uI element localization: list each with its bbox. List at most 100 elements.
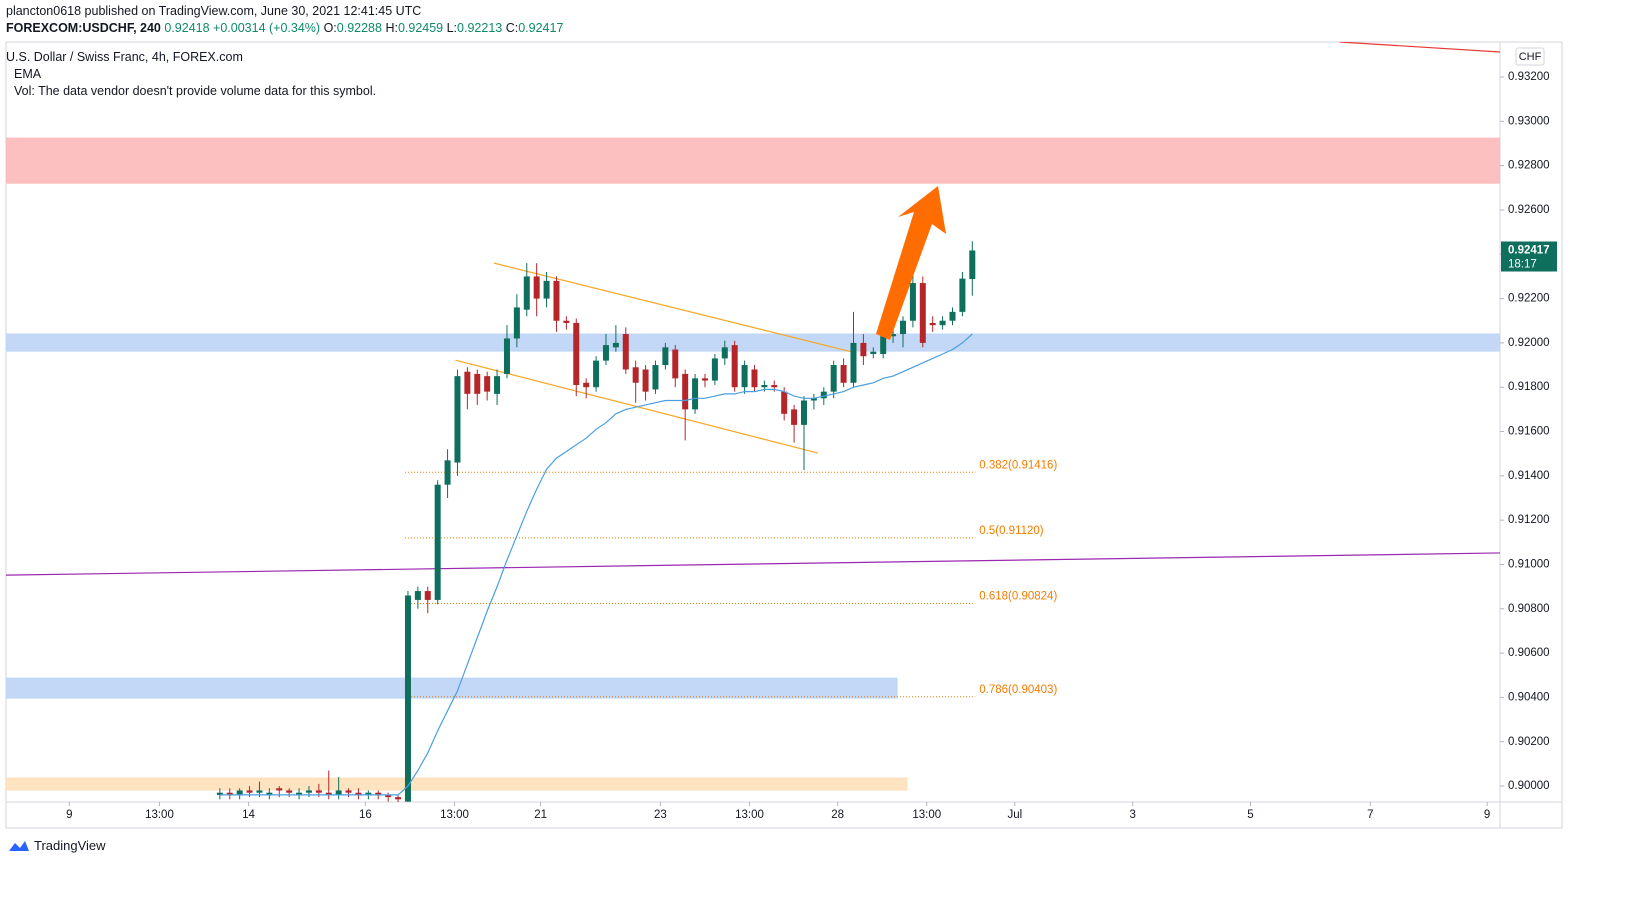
candle-body bbox=[236, 790, 243, 795]
x-tick-label: 16 bbox=[359, 809, 372, 821]
y-tick-label: 0.93200 bbox=[1508, 71, 1550, 83]
fib-label: 0.5(0.91120) bbox=[979, 525, 1044, 537]
candle-body bbox=[375, 792, 382, 795]
candle-body bbox=[692, 378, 699, 410]
candle-body bbox=[464, 371, 471, 394]
ohlc-value: 0.92459 bbox=[397, 21, 444, 35]
zone bbox=[6, 333, 1500, 352]
last: 0.92418 bbox=[164, 21, 210, 35]
plot bbox=[6, 42, 1500, 802]
candle-body bbox=[365, 792, 372, 795]
candle-body bbox=[929, 322, 936, 326]
ohlc-label: H: bbox=[385, 21, 398, 35]
y-tick-label: 0.92000 bbox=[1508, 337, 1550, 349]
candle-body bbox=[622, 334, 629, 370]
candle-body bbox=[800, 400, 807, 425]
x-tick-label: 13:00 bbox=[912, 809, 941, 821]
symbol-line: FOREXCOM:USDCHF, 240 0.92418 +0.00314 (+… bbox=[6, 21, 563, 35]
x-tick-label: 5 bbox=[1247, 809, 1253, 821]
frame bbox=[5, 41, 1563, 829]
candle-body bbox=[612, 342, 619, 348]
candle-body bbox=[701, 378, 708, 381]
ema-line bbox=[219, 333, 973, 796]
last-price: 0.92417 bbox=[1508, 245, 1550, 257]
x-tick-label: 13:00 bbox=[735, 809, 764, 821]
candle-body bbox=[850, 342, 857, 383]
change: +0.00314 (+0.34%) bbox=[213, 21, 321, 35]
logo bbox=[9, 840, 29, 851]
ohlc-value: 0.92213 bbox=[457, 21, 503, 35]
x-tick-label: 9 bbox=[66, 809, 72, 821]
candle-body bbox=[414, 591, 421, 600]
y-tick-label: 0.91200 bbox=[1508, 514, 1550, 526]
publisher: plancton0618 published on TradingView.co… bbox=[6, 4, 422, 18]
symbol: FOREXCOM:USDCHF, 240 bbox=[6, 21, 161, 35]
candle-body bbox=[711, 358, 718, 381]
candle-body bbox=[454, 376, 461, 463]
x-tick-label: 7 bbox=[1367, 809, 1373, 821]
candle-body bbox=[404, 595, 411, 802]
candle-body bbox=[791, 409, 798, 425]
x-tick-label: 14 bbox=[242, 809, 255, 821]
x-tick-label: 3 bbox=[1129, 809, 1135, 821]
x-tick-label: 28 bbox=[831, 809, 844, 821]
candle-body bbox=[880, 336, 887, 354]
candle-body bbox=[563, 320, 570, 323]
candle-body bbox=[969, 250, 976, 280]
candle-body bbox=[335, 790, 342, 795]
trend-line bbox=[1339, 42, 1500, 53]
currency: CHF bbox=[1519, 51, 1542, 63]
candle-body bbox=[642, 369, 649, 392]
candle-body bbox=[385, 794, 392, 798]
zone bbox=[6, 777, 908, 791]
candle-body bbox=[731, 345, 738, 388]
candle-body bbox=[721, 347, 728, 359]
candle-body bbox=[276, 788, 283, 791]
candle-body bbox=[296, 792, 303, 795]
zone bbox=[6, 137, 1500, 184]
candle-body bbox=[899, 320, 906, 335]
candle-body bbox=[602, 345, 609, 361]
candle-body bbox=[355, 792, 362, 795]
legend-vol: Vol: The data vendor doesn't provide vol… bbox=[14, 84, 377, 98]
candle-body bbox=[226, 792, 233, 795]
candle-body bbox=[533, 276, 540, 299]
candle-body bbox=[523, 276, 530, 310]
candle-body bbox=[553, 280, 560, 321]
candle-body bbox=[662, 347, 669, 366]
brand: TradingView bbox=[8, 838, 106, 853]
candle-body bbox=[216, 792, 223, 795]
y-tick-label: 0.90200 bbox=[1508, 736, 1550, 748]
fib-label: 0.618(0.90824) bbox=[979, 591, 1057, 603]
fib-label: 0.382(0.91416) bbox=[979, 459, 1057, 471]
candle-body bbox=[246, 790, 253, 793]
y-tick-label: 0.92600 bbox=[1508, 204, 1550, 216]
legend-title: U.S. Dollar / Swiss Franc, 4h, FOREX.com bbox=[6, 50, 243, 64]
y-tick-label: 0.91000 bbox=[1508, 559, 1550, 571]
candle-body bbox=[771, 384, 778, 388]
y-tick-label: 0.91800 bbox=[1508, 381, 1550, 393]
arrow bbox=[876, 186, 946, 340]
candle-body bbox=[444, 460, 451, 485]
candle-body bbox=[840, 365, 847, 383]
trend-line bbox=[455, 359, 818, 454]
ohlc-value: 0.92288 bbox=[336, 21, 382, 35]
legend-ema: EMA bbox=[14, 67, 42, 81]
candle-body bbox=[682, 373, 689, 410]
y-tick-label: 0.90600 bbox=[1508, 647, 1550, 659]
candle-body bbox=[830, 365, 837, 392]
candle-body bbox=[513, 307, 520, 339]
candle-body bbox=[761, 384, 768, 388]
candle-body bbox=[741, 365, 748, 388]
candle-body bbox=[909, 283, 916, 321]
y-tick-label: 0.91400 bbox=[1508, 470, 1550, 482]
candle-body bbox=[652, 365, 659, 390]
x-tick-label: 21 bbox=[534, 809, 547, 821]
candle-body bbox=[484, 376, 491, 392]
candle-body bbox=[919, 283, 926, 343]
trend-line bbox=[6, 552, 1500, 576]
candle-body bbox=[395, 797, 402, 800]
candle-body bbox=[751, 369, 758, 388]
